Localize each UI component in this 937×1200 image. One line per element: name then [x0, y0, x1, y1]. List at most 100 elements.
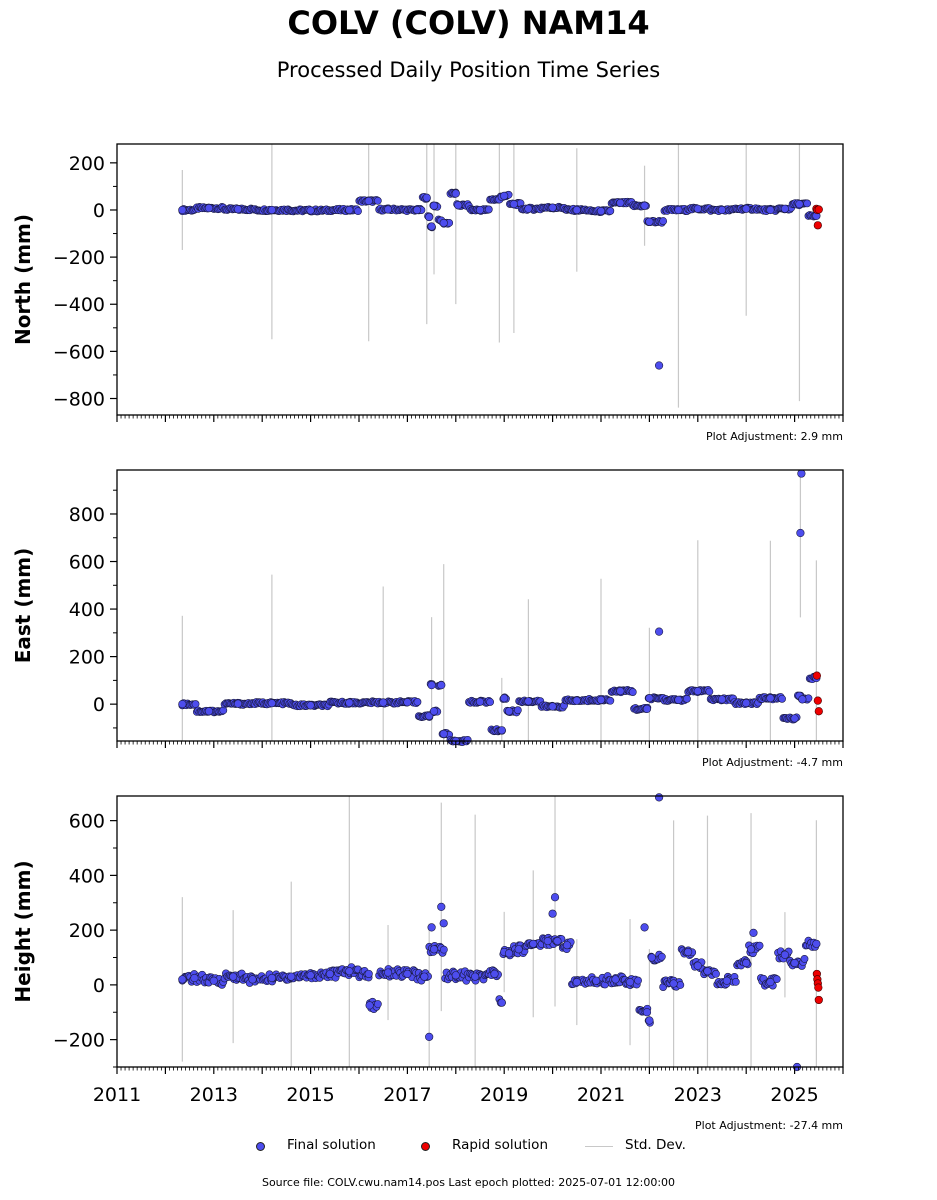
- final-solution-point: [778, 694, 786, 703]
- final-solution-point: [780, 204, 790, 213]
- final-solution-point: [354, 207, 362, 216]
- final-solution-point: [306, 206, 315, 215]
- y-tick-label: 400: [69, 599, 105, 621]
- final-solution-point: [693, 204, 702, 213]
- final-solution-point: [634, 976, 642, 985]
- y-tick-label: 600: [69, 811, 105, 833]
- final-solution-point: [345, 698, 354, 707]
- y-tick-label: −200: [53, 1030, 105, 1052]
- final-solution-point: [383, 205, 393, 214]
- rapid-solution-point: [813, 221, 822, 230]
- final-solution-point: [425, 1032, 434, 1041]
- final-solution-point: [548, 909, 557, 918]
- final-solution-point: [427, 923, 436, 932]
- final-solution-point: [484, 205, 493, 214]
- y-axis-label: East (mm): [11, 548, 35, 664]
- final-solution-point: [684, 947, 693, 957]
- final-solution-point: [659, 217, 668, 225]
- final-solution-point: [439, 945, 448, 954]
- final-solution-point: [524, 697, 533, 706]
- final-solution-point: [625, 978, 635, 987]
- final-solution-point: [596, 207, 606, 216]
- rapid-solution-point: [814, 983, 823, 992]
- final-solution-point: [439, 218, 448, 228]
- x-tick-label: 2011: [93, 1084, 141, 1106]
- final-solution-point: [717, 695, 727, 704]
- rapid-solution-point: [813, 696, 822, 705]
- final-solution-point: [693, 686, 702, 696]
- final-solution-point: [780, 950, 790, 959]
- final-solution-point: [731, 977, 740, 986]
- final-solution-point: [364, 969, 373, 979]
- final-solution-point: [795, 199, 804, 209]
- final-solution-point: [475, 205, 485, 215]
- final-solution-point: [642, 704, 652, 714]
- final-solution-point: [514, 945, 523, 954]
- plot-adjustment-note: Plot Adjustment: -4.7 mm: [702, 756, 843, 769]
- final-solution-point: [412, 205, 422, 215]
- final-solution-point: [509, 199, 518, 209]
- rapid-solution-marker-icon: [421, 1142, 430, 1151]
- final-solution-point: [178, 700, 187, 709]
- final-solution-point: [233, 205, 243, 214]
- final-solution-point: [497, 726, 506, 735]
- final-solution-point: [379, 698, 388, 707]
- final-solution-point: [429, 201, 439, 210]
- final-solution-point: [572, 205, 581, 215]
- final-solution-point: [543, 936, 552, 946]
- final-solution-point: [654, 793, 664, 802]
- final-solution-point: [229, 972, 238, 981]
- rapid-solution-point: [814, 995, 823, 1005]
- final-solution-point: [204, 707, 214, 716]
- rapid-solution-point: [812, 671, 821, 680]
- final-solution-point: [267, 699, 276, 708]
- x-tick-label: 2021: [577, 1084, 625, 1106]
- chart-subtitle: Processed Daily Position Time Series: [276, 58, 661, 82]
- legend-label-std: Std. Dev.: [625, 1137, 686, 1153]
- final-solution-point: [429, 945, 439, 954]
- final-solution-point: [553, 936, 562, 946]
- final-solution-point: [647, 953, 656, 962]
- final-solution-point: [425, 212, 434, 222]
- y-tick-label: 0: [93, 975, 105, 997]
- y-tick-label: −200: [53, 247, 105, 269]
- x-tick-label: 2015: [286, 1084, 334, 1106]
- final-solution-point: [717, 205, 727, 215]
- final-solution-point: [674, 695, 683, 704]
- x-tick-label: 2013: [190, 1084, 238, 1106]
- final-solution-point: [345, 967, 354, 976]
- final-solution-point: [427, 222, 436, 231]
- final-solution-point: [657, 952, 666, 961]
- y-tick-label: 0: [93, 694, 105, 716]
- final-solution-point: [616, 198, 625, 208]
- x-tick-label: 2019: [480, 1084, 528, 1106]
- final-solution-point: [439, 729, 448, 738]
- final-solution-point: [287, 972, 296, 981]
- final-solution-point: [722, 976, 731, 985]
- final-solution-point: [676, 981, 685, 989]
- final-solution-point: [796, 528, 805, 538]
- x-tick-label: 2017: [383, 1084, 431, 1106]
- plot-adjustment-note: Plot Adjustment: -27.4 mm: [695, 1119, 843, 1132]
- final-solution-point: [616, 686, 625, 696]
- x-tick-label: 2025: [770, 1084, 818, 1106]
- final-solution-point: [306, 971, 315, 980]
- final-solution-point: [766, 978, 775, 987]
- x-tick-label: 2023: [674, 1084, 722, 1106]
- final-solution-point: [439, 919, 448, 928]
- final-solution-point: [345, 205, 354, 215]
- final-solution-band: [178, 672, 819, 747]
- rapid-solution-point: [814, 205, 823, 214]
- final-solution-point: [693, 961, 702, 970]
- final-solution-point: [364, 196, 373, 206]
- final-solution-point: [654, 361, 664, 370]
- rapid-solution-point: [814, 707, 823, 716]
- final-solution-point: [475, 697, 485, 706]
- final-solution-point: [267, 205, 276, 215]
- final-solution-point: [486, 698, 495, 706]
- final-solution-point: [572, 978, 581, 987]
- final-solution-point: [669, 979, 678, 988]
- final-solution-point: [248, 975, 257, 984]
- final-solution-point: [420, 972, 429, 981]
- std-dev-line-icon: [585, 1146, 613, 1147]
